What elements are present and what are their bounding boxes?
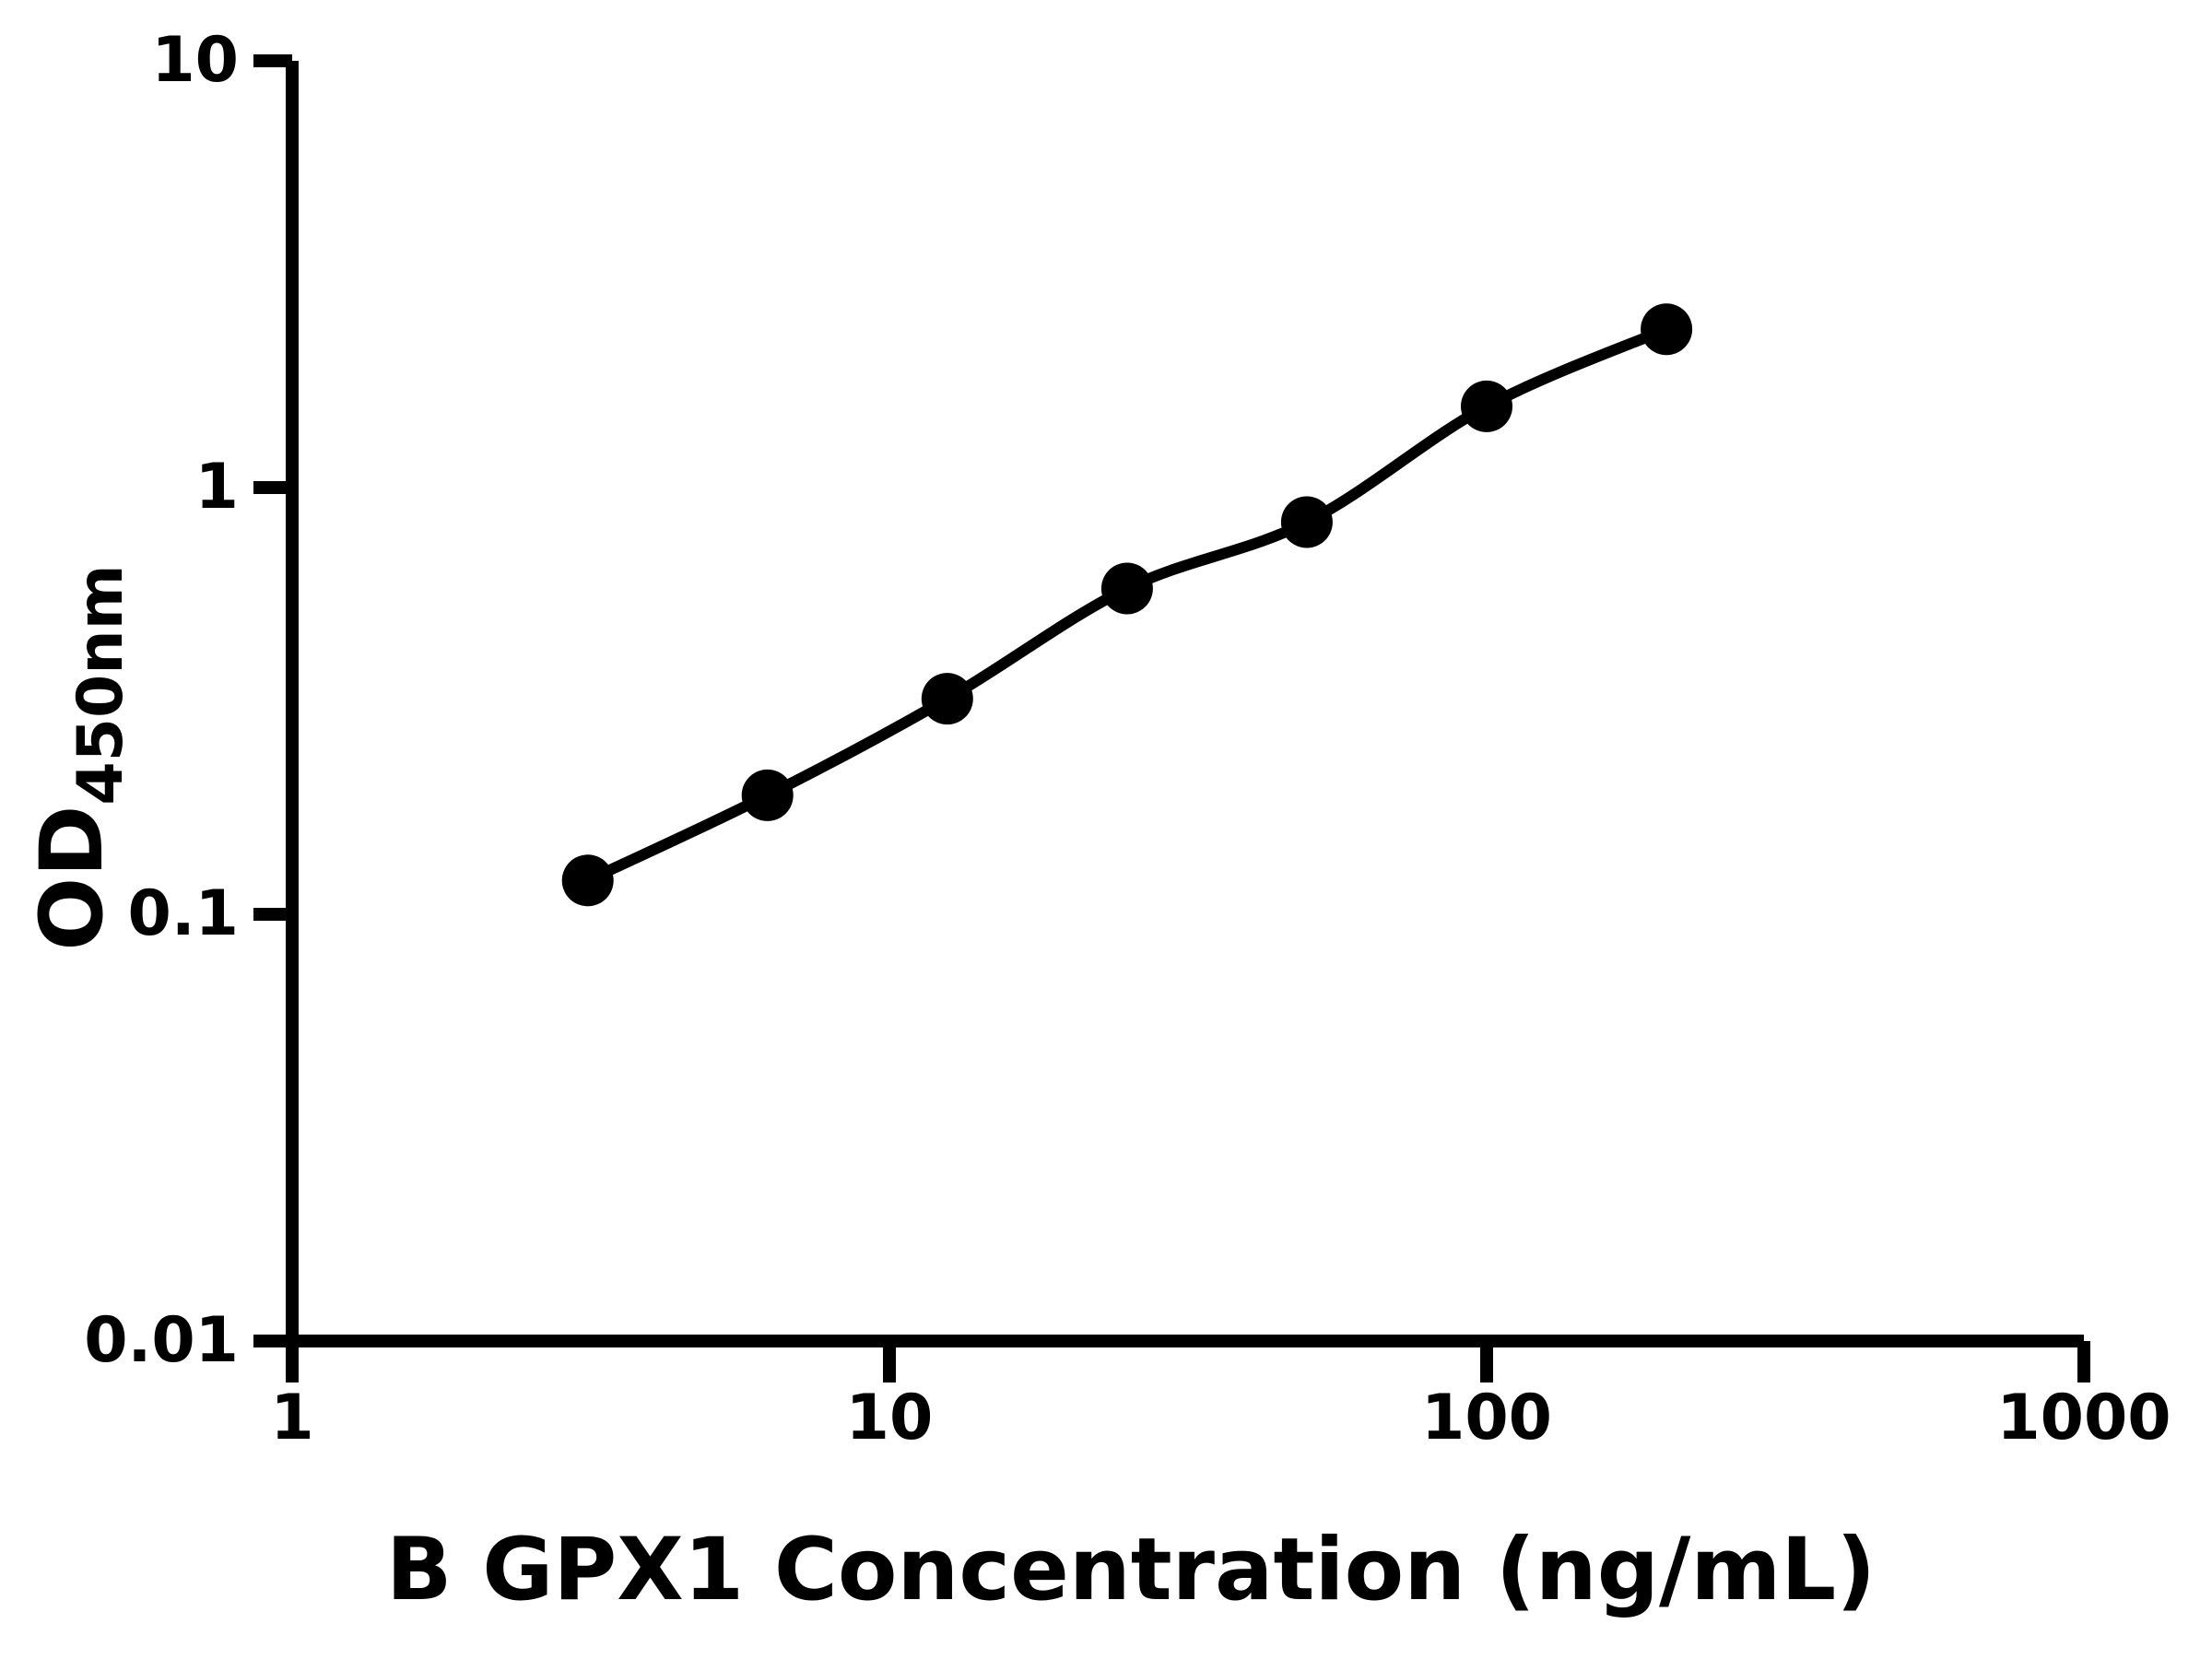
data-point-marker [1461,380,1512,432]
y-tick-label: 1 [194,451,239,524]
x-tick-label: 10 [845,1382,934,1454]
data-point-marker [921,673,973,725]
y-tick-label: 10 [151,24,239,97]
x-axis-title: B GPX1 Concentration (ng/mL) [385,1520,1877,1620]
y-tick-label: 0.01 [84,1304,239,1377]
x-tick-label: 1 [270,1382,314,1454]
y-axis-label-subscript: 450nm [65,564,137,806]
y-axis-label: OD450nm [22,564,137,950]
data-point-marker [1280,496,1333,548]
y-tick-label: 0.1 [127,877,239,950]
x-tick-label: 100 [1421,1382,1552,1454]
x-tick-label: 1000 [1996,1382,2171,1454]
y-axis-label-main: OD [22,805,123,951]
data-point-marker [741,769,794,821]
data-point-marker [1100,562,1153,615]
data-point-marker [561,854,614,907]
axis-spine [286,61,2084,1347]
data-point-marker [1641,303,1693,356]
